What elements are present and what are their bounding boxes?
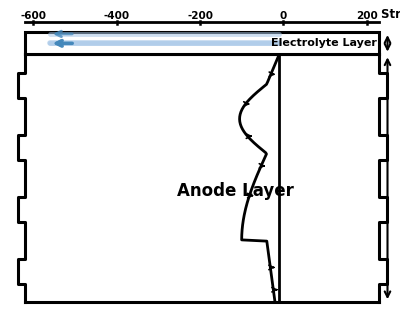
Text: -400: -400 [104, 11, 130, 21]
Bar [25, 32, 379, 55]
Text: -600: -600 [20, 11, 46, 21]
Text: 200: 200 [356, 11, 378, 21]
Text: 0: 0 [280, 11, 287, 21]
Text: Electrolyte Layer: Electrolyte Layer [271, 38, 377, 48]
Text: Stress (MPa): Stress (MPa) [381, 7, 400, 21]
Text: Anode Layer: Anode Layer [177, 182, 294, 200]
Text: -200: -200 [187, 11, 213, 21]
